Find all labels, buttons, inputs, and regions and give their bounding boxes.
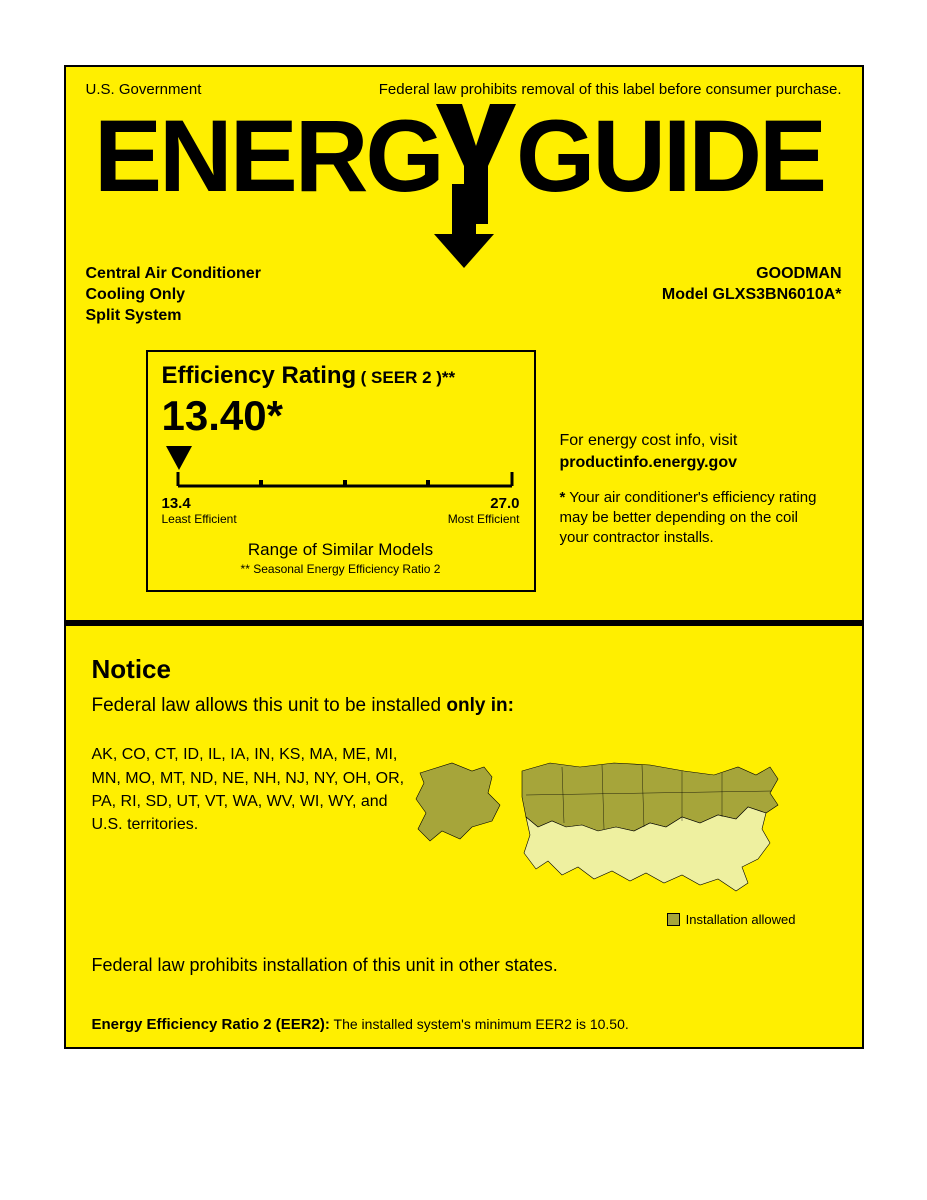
product-brand-model: GOODMAN Model GLXS3BN6010A* xyxy=(662,264,842,326)
legend-swatch xyxy=(667,913,680,926)
energyguide-logo: ENERG GUIDE xyxy=(86,96,842,270)
product-line3: Split System xyxy=(86,306,261,327)
product-line2: Cooling Only xyxy=(86,285,261,306)
notice-install-line: Federal law allows this unit to be insta… xyxy=(92,695,836,717)
scale-caption: Range of Similar Models xyxy=(162,540,520,560)
cost-info-url: productinfo.energy.gov xyxy=(560,452,820,474)
svg-text:GUIDE: GUIDE xyxy=(516,99,824,213)
scale-max: 27.0 xyxy=(490,495,519,512)
notice-content-row: AK, CO, CT, ID, IL, IA, IN, KS, MA, ME, … xyxy=(92,743,836,927)
map-legend: Installation allowed xyxy=(412,912,796,927)
legend-label: Installation allowed xyxy=(686,912,796,927)
rating-metric: ( SEER 2 )** xyxy=(361,368,455,387)
allowed-states-list: AK, CO, CT, ID, IL, IA, IN, KS, MA, ME, … xyxy=(92,743,412,836)
notice-line-text: Federal law allows this unit to be insta… xyxy=(92,695,447,716)
notice-line-bold: only in: xyxy=(446,695,514,716)
scale-subcaption: ** Seasonal Energy Efficiency Ratio 2 xyxy=(162,562,520,576)
us-map: Installation allowed xyxy=(412,743,836,927)
eer-line: Energy Efficiency Ratio 2 (EER2): The in… xyxy=(92,1016,836,1033)
product-type: Central Air Conditioner Cooling Only Spl… xyxy=(86,264,261,326)
product-info-row: Central Air Conditioner Cooling Only Spl… xyxy=(86,264,842,326)
product-line1: Central Air Conditioner xyxy=(86,264,261,285)
model-number: Model GLXS3BN6010A* xyxy=(662,285,842,306)
rating-title: Efficiency Rating xyxy=(162,362,357,389)
cost-info-line: For energy cost info, visit xyxy=(560,430,820,452)
eer-text: The installed system's minimum EER2 is 1… xyxy=(330,1016,629,1032)
rating-scale: 13.4 27.0 Least Efficient Most Efficient… xyxy=(162,446,520,576)
federal-law-text: Federal law prohibits removal of this la… xyxy=(379,81,842,98)
top-section: U.S. Government Federal law prohibits re… xyxy=(66,67,862,626)
notice-title: Notice xyxy=(92,654,836,685)
scale-min: 13.4 xyxy=(162,495,191,512)
us-government-text: U.S. Government xyxy=(86,81,202,98)
svg-text:ENERG: ENERG xyxy=(94,99,442,213)
efficiency-rating-box: Efficiency Rating ( SEER 2 )** 13.40* xyxy=(146,350,536,592)
header-row: U.S. Government Federal law prohibits re… xyxy=(86,81,842,98)
disclaimer-text: Your air conditioner's efficiency rating… xyxy=(560,489,817,547)
energy-guide-label: U.S. Government Federal law prohibits re… xyxy=(64,65,864,1049)
notice-section: Notice Federal law allows this unit to b… xyxy=(66,626,862,1047)
info-column: For energy cost info, visit productinfo.… xyxy=(560,350,820,548)
scale-max-label: Most Efficient xyxy=(448,512,520,526)
eer-label: Energy Efficiency Ratio 2 (EER2): xyxy=(92,1016,330,1033)
rating-row: Efficiency Rating ( SEER 2 )** 13.40* xyxy=(86,350,842,592)
prohibit-line: Federal law prohibits installation of th… xyxy=(92,955,836,976)
rating-disclaimer: * Your air conditioner's efficiency rati… xyxy=(560,488,820,549)
rating-value: 13.40* xyxy=(162,392,520,440)
brand-name: GOODMAN xyxy=(662,264,842,285)
scale-min-label: Least Efficient xyxy=(162,512,237,526)
